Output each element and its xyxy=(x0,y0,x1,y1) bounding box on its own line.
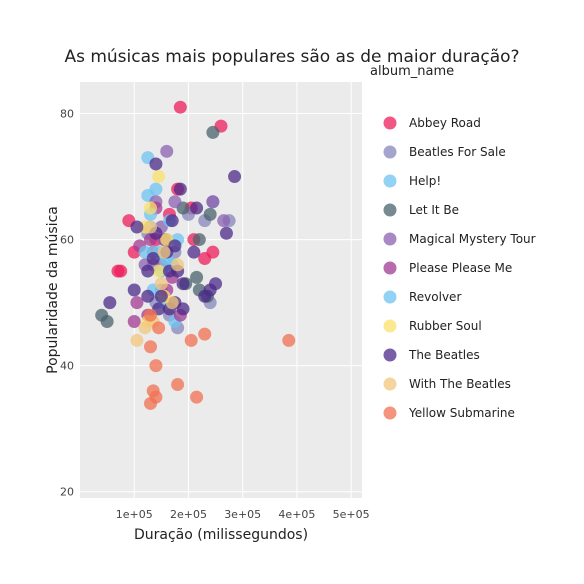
point-the-beatles xyxy=(203,283,217,297)
legend-title: album_name xyxy=(370,64,454,79)
x-tick-label: 1e+05 xyxy=(116,508,153,521)
point-the-beatles xyxy=(149,157,163,171)
legend-label-beatles-for-sale: Beatles For Sale xyxy=(409,145,506,159)
legend-marker-magical-mystery-tour xyxy=(383,232,397,246)
point-abbey-road xyxy=(173,100,187,114)
point-let-it-be xyxy=(192,233,206,247)
point-yellow-submarine xyxy=(184,333,198,347)
y-tick-label: 40 xyxy=(60,360,74,373)
legend-marker-yellow-submarine xyxy=(383,406,397,420)
legend-label-magical-mystery-tour: Magical Mystery Tour xyxy=(409,232,536,246)
point-magical-mystery-tour xyxy=(217,214,231,228)
legend-label-let-it-be: Let It Be xyxy=(409,203,459,217)
point-rubber-soul xyxy=(152,264,166,278)
legend-marker-please-please-me xyxy=(383,261,397,275)
point-yellow-submarine xyxy=(152,321,166,335)
legend-marker-abbey-road xyxy=(383,116,397,130)
point-with-the-beatles xyxy=(165,296,179,310)
point-rubber-soul xyxy=(144,201,157,215)
point-yellow-submarine xyxy=(149,359,163,373)
legend-marker-help- xyxy=(383,174,397,188)
legend-label-revolver: Revolver xyxy=(409,290,461,304)
point-yellow-submarine xyxy=(171,378,185,392)
chart-title: As músicas mais populares são as de maio… xyxy=(64,47,519,67)
y-axis-ticks: 20 40 60 80 xyxy=(60,108,74,499)
legend-label-the-beatles: The Beatles xyxy=(408,348,480,362)
point-the-beatles xyxy=(127,283,141,297)
legend-label-with-the-beatles: With The Beatles xyxy=(409,377,511,391)
point-with-the-beatles xyxy=(144,220,157,234)
point-let-it-be xyxy=(100,315,114,329)
y-tick-label: 60 xyxy=(60,234,74,247)
point-yellow-submarine xyxy=(190,390,204,404)
point-with-the-beatles xyxy=(138,321,152,335)
legend-label-help-: Help! xyxy=(409,174,441,188)
data-points xyxy=(95,100,296,410)
x-tick-label: 4e+05 xyxy=(278,508,315,521)
point-the-beatles xyxy=(146,251,160,265)
legend-label-please-please-me: Please Please Me xyxy=(409,261,512,275)
point-with-the-beatles xyxy=(154,277,168,291)
point-abbey-road xyxy=(114,264,128,278)
point-the-beatles xyxy=(130,220,144,234)
legend-label-rubber-soul: Rubber Soul xyxy=(409,319,482,333)
point-let-it-be xyxy=(190,270,204,284)
legend-marker-let-it-be xyxy=(383,203,397,217)
y-tick-label: 20 xyxy=(60,486,74,499)
plot-area xyxy=(80,82,362,498)
point-the-beatles xyxy=(176,277,190,291)
legend-marker-the-beatles xyxy=(383,348,397,362)
point-yellow-submarine xyxy=(144,308,157,322)
point-the-beatles xyxy=(173,182,187,196)
legend-marker-rubber-soul xyxy=(383,319,397,333)
x-tick-label: 2e+05 xyxy=(170,508,207,521)
x-tick-label: 5e+05 xyxy=(333,508,370,521)
point-magical-mystery-tour xyxy=(206,195,220,209)
point-yellow-submarine xyxy=(282,333,296,347)
point-yellow-submarine xyxy=(198,327,212,341)
point-let-it-be xyxy=(203,207,217,221)
point-the-beatles xyxy=(141,289,155,303)
point-with-the-beatles xyxy=(130,333,144,347)
legend-label-yellow-submarine: Yellow Submarine xyxy=(408,406,515,420)
point-please-please-me xyxy=(127,315,141,329)
point-help- xyxy=(149,182,163,196)
legend-marker-revolver xyxy=(383,290,397,304)
legend: Abbey Road Beatles For Sale Help! Let It Be… xyxy=(383,116,536,420)
point-the-beatles xyxy=(165,214,179,228)
point-yellow-submarine xyxy=(144,340,157,354)
point-the-beatles xyxy=(103,296,117,310)
y-tick-label: 80 xyxy=(60,108,74,121)
point-the-beatles xyxy=(219,226,233,240)
x-axis-ticks: 1e+05 2e+05 3e+05 4e+05 5e+05 xyxy=(116,508,370,521)
point-magical-mystery-tour xyxy=(168,195,182,209)
point-rubber-soul xyxy=(152,170,166,184)
point-the-beatles xyxy=(228,170,242,184)
point-abbey-road xyxy=(198,251,212,265)
point-with-the-beatles xyxy=(171,258,185,272)
legend-marker-with-the-beatles xyxy=(383,377,397,391)
point-let-it-be xyxy=(206,125,220,139)
point-with-the-beatles xyxy=(157,245,171,259)
y-axis-title: Popularidade da música xyxy=(45,206,61,374)
x-axis-title: Duração (milissegundos) xyxy=(134,527,308,543)
point-yellow-submarine xyxy=(144,396,157,410)
point-the-beatles xyxy=(176,302,190,316)
legend-marker-beatles-for-sale xyxy=(383,145,397,159)
point-the-beatles xyxy=(190,201,204,215)
point-please-please-me xyxy=(130,296,144,310)
legend-label-abbey-road: Abbey Road xyxy=(409,116,481,130)
point-the-beatles xyxy=(154,289,168,303)
x-tick-label: 3e+05 xyxy=(224,508,261,521)
point-the-beatles xyxy=(187,245,201,259)
point-the-beatles xyxy=(141,264,155,278)
point-magical-mystery-tour xyxy=(160,144,174,158)
